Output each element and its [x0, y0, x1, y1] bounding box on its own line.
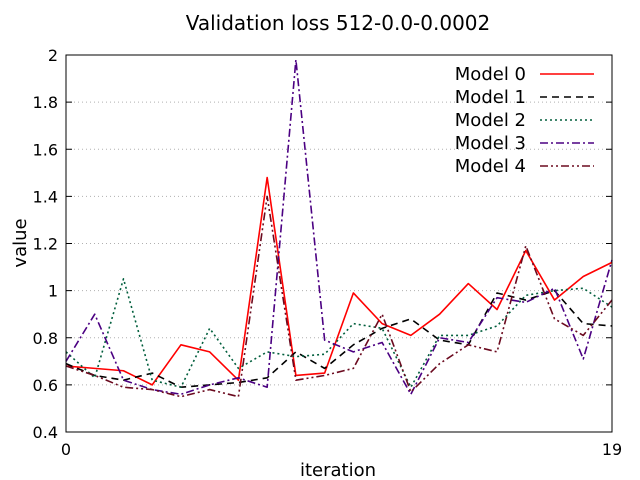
legend-label: Model 3 — [455, 133, 526, 154]
y-axis-label: value — [10, 218, 31, 267]
y-tick-label: 0.4 — [33, 423, 58, 442]
grid-lines — [66, 101, 612, 386]
y-tick-label: 1 — [48, 282, 58, 301]
y-tick-label: 1.6 — [33, 140, 58, 159]
y-tick-label: 1.4 — [33, 187, 58, 206]
axis-ticks: 0.4 0.6 0.8 1 1.2 1.4 1.6 1.8 2 0 19 — [33, 46, 623, 459]
y-tick-label: 0.6 — [33, 376, 58, 395]
y-tick-label: 0.8 — [33, 329, 58, 348]
series-line-model-1 — [65, 289, 613, 389]
legend-label: Model 0 — [455, 64, 526, 85]
series-lines — [65, 58, 613, 398]
series-line-model-4 — [65, 195, 613, 398]
series-line-model-3 — [65, 58, 613, 396]
chart-title: Validation loss 512-0.0-0.0002 — [186, 11, 491, 35]
series-line-model-2 — [65, 278, 613, 389]
legend-label: Model 4 — [455, 156, 526, 177]
legend-label: Model 1 — [455, 87, 526, 108]
series-line-model-0 — [65, 176, 613, 386]
y-tick-label: 1.8 — [33, 93, 58, 112]
x-axis-label: iteration — [300, 460, 376, 480]
legend-label: Model 2 — [455, 110, 526, 131]
y-tick-label: 1.2 — [33, 235, 58, 254]
x-tick-label: 19 — [602, 440, 622, 459]
y-tick-label: 2 — [48, 46, 58, 65]
x-tick-label: 0 — [61, 440, 71, 459]
